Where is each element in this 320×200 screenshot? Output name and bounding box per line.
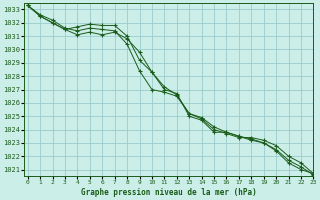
X-axis label: Graphe pression niveau de la mer (hPa): Graphe pression niveau de la mer (hPa) bbox=[81, 188, 257, 197]
